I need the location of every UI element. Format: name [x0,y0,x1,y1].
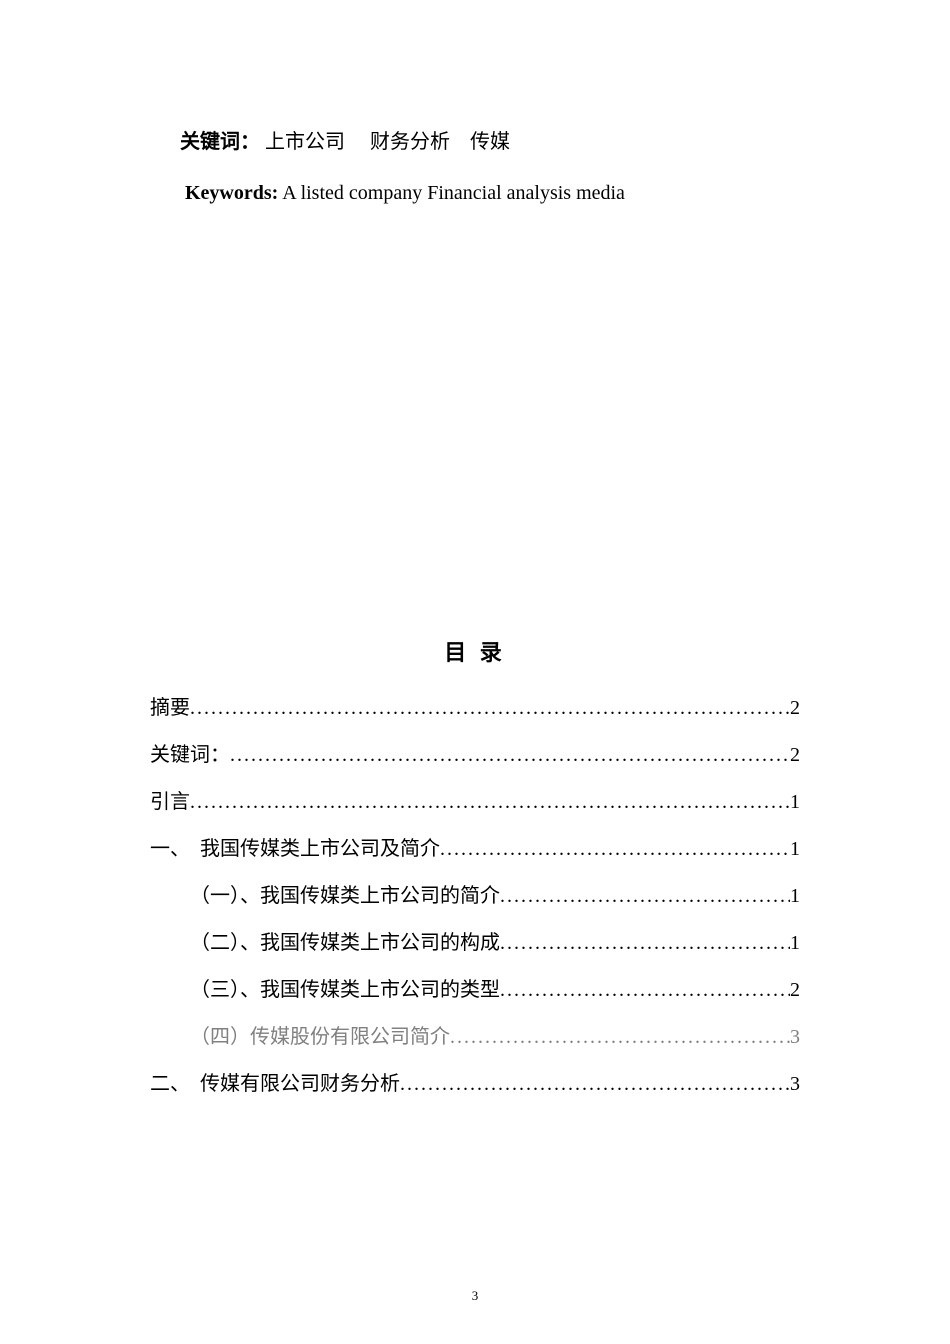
toc-item-page: 3 [790,1073,800,1096]
toc-item-dots: ........................................… [500,979,790,1002]
toc-container: 摘要......................................… [150,691,800,1096]
toc-item: （四）传媒股份有限公司简介...........................… [150,1020,800,1049]
toc-item-page: 3 [790,1026,800,1049]
toc-item: （三）、我国传媒类上市公司的类型........................… [150,973,800,1002]
toc-item-text: 摘要 [150,691,190,720]
toc-item-dots: ........................................… [440,838,790,861]
toc-item-page: 2 [790,979,800,1002]
toc-item-text: （四）传媒股份有限公司简介 [190,1020,450,1049]
toc-item-page: 2 [790,744,800,767]
toc-item-text: 关键词： [150,738,230,767]
toc-item: 二、 传媒有限公司财务分析...........................… [150,1067,800,1096]
keywords-cn-terms: 上市公司 财务分析 传媒 [260,131,510,153]
toc-item-page: 1 [790,838,800,861]
toc-item-dots: ........................................… [500,932,790,955]
toc-item-text: 二、 传媒有限公司财务分析 [150,1067,400,1096]
toc-item-page: 1 [790,885,800,908]
keywords-en-terms: A listed company Financial analysis medi… [278,182,625,204]
toc-item-text: （三）、我国传媒类上市公司的类型 [190,973,500,1002]
toc-item-dots: ........................................… [500,885,790,908]
toc-item-dots: ........................................… [450,1026,790,1049]
toc-item-page: 2 [790,697,800,720]
toc-item-dots: ........................................… [400,1073,790,1096]
toc-item-page: 1 [790,932,800,955]
toc-item-dots: ........................................… [230,744,790,767]
toc-item: 一、 我国传媒类上市公司及简介.........................… [150,832,800,861]
toc-item-text: 一、 我国传媒类上市公司及简介 [150,832,440,861]
toc-item-dots: ........................................… [190,697,790,720]
page-number: 3 [0,1288,950,1304]
toc-item-text: （二）、我国传媒类上市公司的构成 [190,926,500,955]
toc-item: （二）、我国传媒类上市公司的构成........................… [150,926,800,955]
toc-item-text: 引言 [150,785,190,814]
toc-item: 关键词：....................................… [150,738,800,767]
keywords-cn-label: 关键词： [180,131,260,153]
keywords-chinese: 关键词： 上市公司 财务分析 传媒 [180,125,800,154]
toc-item: 摘要......................................… [150,691,800,720]
toc-item-page: 1 [790,791,800,814]
toc-item: 引言......................................… [150,785,800,814]
toc-title: 目 录 [150,635,800,667]
toc-item-text: （一）、我国传媒类上市公司的简介 [190,879,500,908]
toc-item-dots: ........................................… [190,791,790,814]
keywords-english: Keywords: A listed company Financial ana… [185,182,800,205]
keywords-en-label: Keywords: [185,182,278,204]
toc-item: （一）、我国传媒类上市公司的简介........................… [150,879,800,908]
